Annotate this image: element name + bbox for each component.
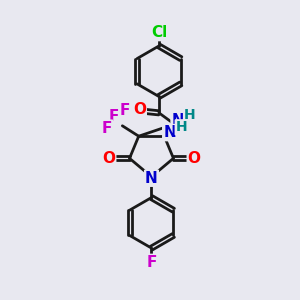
- Text: H: H: [176, 120, 187, 134]
- Text: H: H: [184, 108, 196, 122]
- Text: O: O: [102, 151, 115, 166]
- Text: O: O: [188, 151, 201, 166]
- Text: N: N: [163, 125, 176, 140]
- Text: F: F: [102, 121, 112, 136]
- Text: F: F: [119, 103, 130, 118]
- Text: O: O: [133, 102, 146, 117]
- Text: N: N: [145, 171, 158, 186]
- Text: Cl: Cl: [151, 25, 167, 40]
- Text: F: F: [109, 110, 119, 124]
- Text: N: N: [172, 113, 184, 128]
- Text: F: F: [146, 255, 157, 270]
